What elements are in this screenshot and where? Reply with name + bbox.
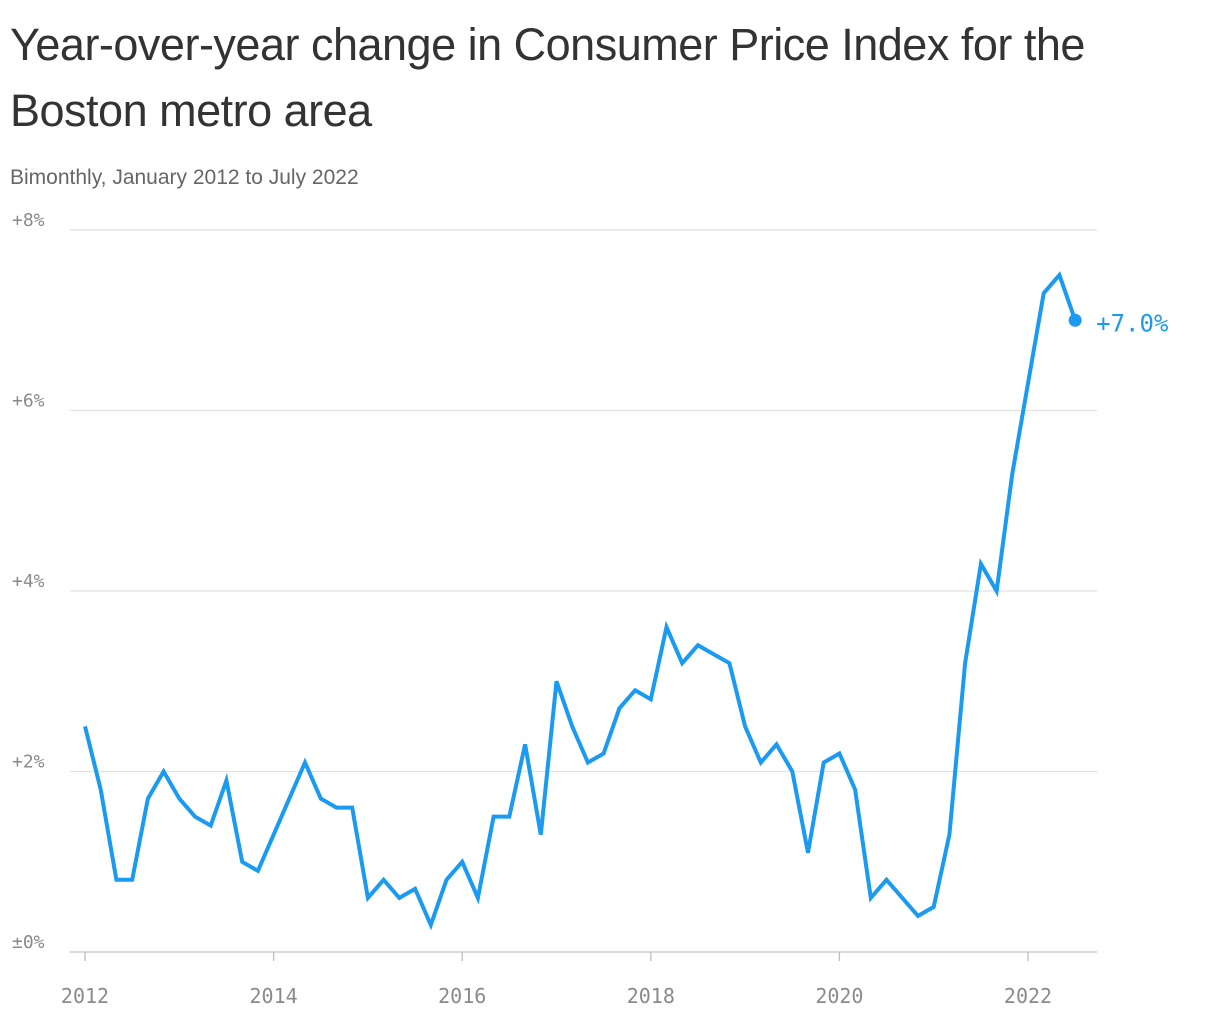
data-point	[916, 914, 920, 918]
x-tick-label: 2022	[1004, 984, 1052, 1008]
data-point	[476, 896, 480, 900]
data-point	[947, 833, 951, 837]
data-point	[602, 751, 606, 755]
data-point	[193, 815, 197, 819]
data-point	[885, 878, 889, 882]
data-point	[979, 562, 983, 566]
data-point	[790, 770, 794, 774]
data-point	[1010, 472, 1014, 476]
grid-layer	[70, 229, 1097, 953]
series-layer: +7.0%	[83, 271, 1169, 931]
data-point	[837, 751, 841, 755]
axis-layer: +8% +6% +4% +2% ±0% 2012 2014 2016 2018 2020 2022	[12, 210, 1052, 1008]
data-point	[665, 625, 669, 629]
data-point	[350, 806, 354, 810]
data-point	[869, 896, 873, 900]
data-point	[413, 887, 417, 891]
data-point	[287, 797, 291, 801]
end-point-marker	[1068, 313, 1082, 327]
data-point	[712, 652, 716, 656]
data-point	[492, 815, 496, 819]
data-point	[507, 815, 511, 819]
data-point	[963, 661, 967, 665]
data-point	[649, 697, 653, 701]
data-point	[240, 860, 244, 864]
data-point	[272, 833, 276, 837]
chart-subtitle: Bimonthly, January 2012 to July 2022	[10, 166, 359, 189]
data-point	[555, 679, 559, 683]
data-point	[162, 770, 166, 774]
data-point	[177, 797, 181, 801]
data-point	[995, 589, 999, 593]
data-point	[743, 724, 747, 728]
data-point	[570, 724, 574, 728]
chart-title: Year-over-year change in Consumer Price …	[10, 19, 1085, 136]
data-point	[146, 797, 150, 801]
data-point	[822, 760, 826, 764]
data-point	[1057, 273, 1061, 277]
data-point	[397, 896, 401, 900]
data-point	[319, 797, 323, 801]
data-point	[523, 742, 527, 746]
data-point	[539, 833, 543, 837]
data-point	[114, 878, 118, 882]
data-point	[900, 896, 904, 900]
data-point	[586, 760, 590, 764]
data-point	[429, 923, 433, 927]
y-tick-label: +8%	[12, 210, 45, 231]
data-point	[99, 788, 103, 792]
data-point	[460, 860, 464, 864]
data-point	[444, 878, 448, 882]
data-point	[130, 878, 134, 882]
data-point	[617, 706, 621, 710]
x-tick-label: 2016	[438, 984, 486, 1008]
data-point	[334, 806, 338, 810]
data-point	[680, 661, 684, 665]
x-tick-label: 2020	[815, 984, 863, 1008]
data-point	[209, 824, 213, 828]
data-point	[806, 851, 810, 855]
data-point	[303, 760, 307, 764]
data-point	[1042, 291, 1046, 295]
x-tick-label: 2018	[627, 984, 675, 1008]
x-tick-label: 2014	[250, 984, 298, 1008]
x-tick-label: 2012	[61, 984, 109, 1008]
data-point	[759, 760, 763, 764]
data-point	[633, 688, 637, 692]
end-value-label: +7.0%	[1096, 309, 1169, 337]
y-tick-label: +4%	[12, 571, 45, 592]
data-point	[775, 742, 779, 746]
y-tick-label: +6%	[12, 391, 45, 412]
data-point	[382, 878, 386, 882]
data-point	[1026, 381, 1030, 385]
y-tick-label: +2%	[12, 752, 45, 773]
data-point	[224, 779, 228, 783]
cpi-series-line	[83, 271, 1078, 931]
data-point	[256, 869, 260, 873]
data-point	[853, 788, 857, 792]
data-point	[727, 661, 731, 665]
data-point	[696, 643, 700, 647]
y-tick-label: ±0%	[12, 932, 45, 953]
data-point	[932, 905, 936, 909]
data-point	[83, 724, 87, 728]
data-point	[366, 896, 370, 900]
